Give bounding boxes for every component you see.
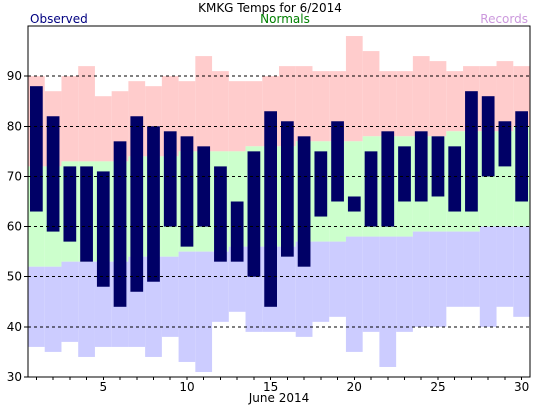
y-tick-label-50: 50 (7, 270, 22, 284)
observed-bar-day-18 (314, 151, 328, 217)
observed-bar-day-4 (80, 166, 93, 262)
record-low-band-day-18 (312, 241, 330, 322)
observed-bar-day-20 (347, 196, 361, 212)
plot-frame (27, 25, 531, 378)
observed-bar-day-11 (197, 146, 211, 227)
record-low-band-day-13 (228, 246, 246, 312)
record-high-band-day-14 (245, 81, 263, 147)
record-low-band-day-23 (396, 236, 413, 332)
record-low-band-day-24 (412, 231, 430, 327)
x-tick-label-5: 5 (99, 380, 107, 394)
record-low-band-day-27 (463, 231, 480, 307)
record-high-band-day-10 (178, 81, 196, 152)
observed-bar-day-9 (163, 131, 177, 227)
y-tick-label-80: 80 (7, 119, 22, 133)
x-tick-label-20: 20 (347, 380, 362, 394)
legend-normals: Normals (260, 12, 310, 26)
observed-bar-day-14 (247, 151, 261, 277)
record-low-band-day-28 (479, 226, 497, 327)
record-high-band-day-21 (362, 51, 380, 137)
record-high-band-day-5 (94, 96, 112, 162)
record-high-band-day-12 (212, 71, 229, 152)
observed-bar-day-12 (214, 166, 227, 262)
record-high-band-day-17 (295, 66, 313, 142)
observed-bar-day-8 (147, 126, 160, 282)
y-tick-label-70: 70 (7, 169, 22, 183)
y-tick-label-40: 40 (7, 320, 22, 334)
record-high-band-day-11 (195, 56, 213, 152)
observed-bar-day-29 (498, 121, 512, 167)
x-tick-label-30: 30 (514, 380, 529, 394)
record-low-band-day-21 (362, 236, 380, 332)
record-low-band-day-9 (161, 256, 179, 337)
record-low-band-day-2 (44, 266, 62, 352)
observed-bar-day-21 (364, 151, 378, 227)
observed-bar-day-19 (331, 121, 344, 202)
observed-bar-day-24 (414, 131, 428, 202)
record-high-band-day-13 (228, 81, 246, 152)
record-low-band-day-10 (178, 251, 196, 362)
observed-bar-day-5 (96, 171, 110, 287)
observed-bar-day-6 (113, 141, 127, 307)
record-low-band-day-19 (329, 241, 346, 317)
record-low-band-day-26 (446, 231, 464, 307)
record-high-band-day-24 (412, 56, 430, 137)
record-low-band-day-22 (379, 236, 397, 367)
record-high-band-day-3 (61, 76, 79, 162)
record-high-band-day-4 (78, 66, 95, 162)
observed-bar-day-22 (381, 131, 395, 227)
chart-title: KMKG Temps for 6/2014 (198, 1, 342, 15)
record-low-band-day-3 (61, 261, 79, 342)
record-low-band-day-16 (279, 246, 296, 332)
observed-bar-day-10 (180, 136, 194, 247)
legend-observed: Observed (30, 12, 88, 26)
y-tick-label-30: 30 (7, 370, 22, 384)
observed-bar-day-2 (46, 116, 60, 232)
x-axis-label: June 2014 (248, 391, 310, 405)
observed-bar-day-26 (448, 146, 462, 212)
record-low-band-day-29 (496, 226, 514, 307)
record-low-band-day-30 (513, 226, 530, 317)
observed-bar-day-17 (297, 136, 311, 267)
observed-bar-day-15 (264, 111, 277, 307)
observed-bar-day-28 (481, 96, 495, 177)
x-tick-label-25: 25 (430, 380, 445, 394)
x-tick-label-15: 15 (263, 380, 278, 394)
record-low-band-day-1 (28, 266, 45, 347)
observed-bar-day-7 (130, 116, 144, 292)
observed-bar-day-30 (515, 111, 528, 202)
legend-records: Records (480, 12, 528, 26)
record-low-band-day-4 (78, 261, 95, 357)
record-high-band-day-22 (379, 71, 397, 137)
record-high-band-day-26 (446, 71, 464, 132)
observed-bar-day-27 (465, 91, 478, 212)
normal-band-day-20 (345, 141, 363, 237)
record-high-band-day-25 (429, 61, 447, 137)
record-high-band-day-23 (396, 71, 413, 137)
observed-bar-day-16 (281, 121, 294, 257)
observed-bar-day-13 (230, 201, 244, 262)
observed-bar-day-25 (431, 136, 445, 197)
observed-bar-day-3 (63, 166, 77, 242)
record-high-band-day-29 (496, 61, 514, 132)
observed-bar-day-23 (398, 146, 411, 202)
x-tick-label-10: 10 (179, 380, 194, 394)
record-low-band-day-12 (212, 251, 229, 322)
record-low-band-day-20 (345, 236, 363, 352)
record-high-band-day-18 (312, 71, 330, 142)
y-tick-label-90: 90 (7, 69, 22, 83)
record-low-band-day-11 (195, 251, 213, 372)
record-low-band-day-25 (429, 231, 447, 327)
record-high-band-day-20 (345, 36, 363, 142)
plot-area: 30 40 50 60 70 80 90 5 10 15 20 25 30 (7, 25, 531, 394)
observed-bar-day-1 (30, 86, 43, 212)
y-tick-label-60: 60 (7, 220, 22, 234)
